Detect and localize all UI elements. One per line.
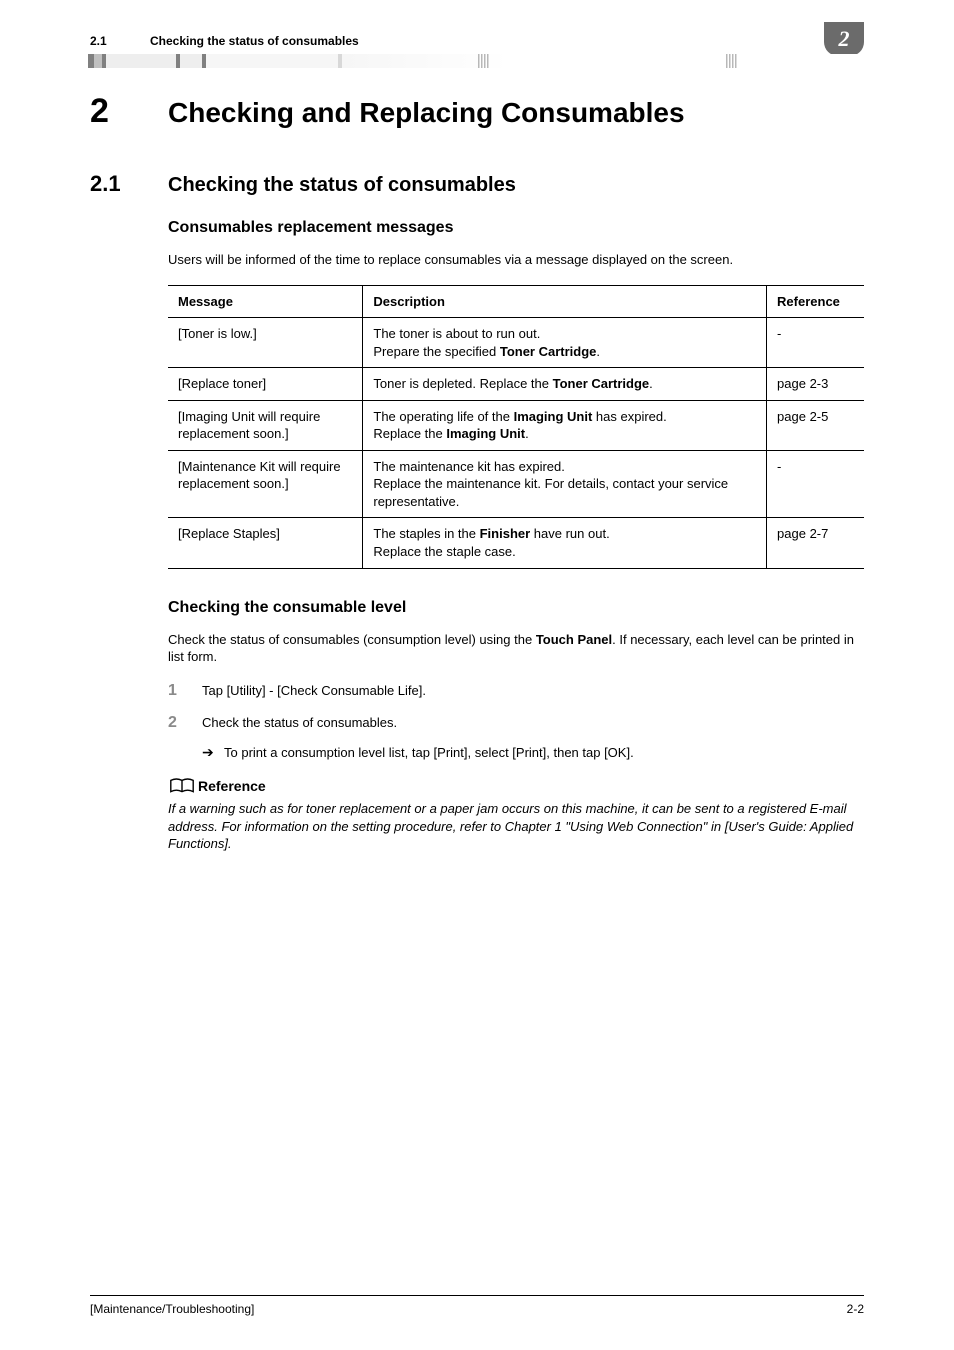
table-row: [Imaging Unit will require replacement s… <box>168 400 864 450</box>
step-substep: ➔ To print a consumption level list, tap… <box>202 744 864 762</box>
decorative-divider <box>88 54 866 68</box>
step-number: 2 <box>168 714 202 732</box>
reference-heading: Reference <box>168 776 864 796</box>
subsection-b-intro: Check the status of consumables (consump… <box>168 631 864 666</box>
running-header-title: Checking the status of consumables <box>150 34 864 48</box>
arrow-icon: ➔ <box>202 744 224 761</box>
cell-description: The maintenance kit has expired.Replace … <box>363 450 767 518</box>
footer-right: 2-2 <box>847 1302 864 1316</box>
cell-message: [Toner is low.] <box>168 318 363 368</box>
cell-reference: page 2-3 <box>767 368 864 401</box>
table-header-reference: Reference <box>767 285 864 318</box>
cell-reference: page 2-7 <box>767 518 864 568</box>
cell-description: Toner is depleted. Replace the Toner Car… <box>363 368 767 401</box>
cell-message: [Replace Staples] <box>168 518 363 568</box>
step-2: 2 Check the status of consumables. ➔ To … <box>168 714 864 762</box>
step-number: 1 <box>168 682 202 700</box>
cell-reference: page 2-5 <box>767 400 864 450</box>
chapter-number: 2 <box>90 92 168 131</box>
cell-message: [Imaging Unit will require replacement s… <box>168 400 363 450</box>
cell-reference: - <box>767 318 864 368</box>
cell-message: [Replace toner] <box>168 368 363 401</box>
cell-description: The operating life of the Imaging Unit h… <box>363 400 767 450</box>
cell-reference: - <box>767 450 864 518</box>
running-header: 2.1 Checking the status of consumables <box>90 34 864 48</box>
chapter-title: Checking and Replacing Consumables <box>168 97 685 129</box>
section-number: 2.1 <box>90 171 168 197</box>
table-header-description: Description <box>363 285 767 318</box>
cell-message: [Maintenance Kit will require replacemen… <box>168 450 363 518</box>
table-row: [Maintenance Kit will require replacemen… <box>168 450 864 518</box>
book-icon <box>168 776 196 796</box>
cell-description: The toner is about to run out.Prepare th… <box>363 318 767 368</box>
running-header-number: 2.1 <box>90 34 150 48</box>
chapter-heading: 2 Checking and Replacing Consumables <box>90 92 864 131</box>
table-header-message: Message <box>168 285 363 318</box>
table-row: [Toner is low.] The toner is about to ru… <box>168 318 864 368</box>
consumables-message-table: Message Description Reference [Toner is … <box>168 285 864 569</box>
step-text: Tap [Utility] - [Check Consumable Life]. <box>202 682 864 700</box>
reference-label: Reference <box>198 778 266 794</box>
step-1: 1 Tap [Utility] - [Check Consumable Life… <box>168 682 864 700</box>
footer-left: [Maintenance/Troubleshooting] <box>90 1302 254 1316</box>
cell-description: The staples in the Finisher have run out… <box>363 518 767 568</box>
table-row: [Replace Staples] The staples in the Fin… <box>168 518 864 568</box>
subsection-heading-a: Consumables replacement messages <box>168 219 864 237</box>
section-heading: 2.1 Checking the status of consumables <box>90 171 864 197</box>
page-footer: [Maintenance/Troubleshooting] 2-2 <box>90 1295 864 1316</box>
subsection-a-intro: Users will be informed of the time to re… <box>168 251 864 269</box>
chapter-badge: 2 <box>824 22 864 56</box>
reference-body: If a warning such as for toner replaceme… <box>168 800 864 853</box>
table-header-row: Message Description Reference <box>168 285 864 318</box>
step-text: Check the status of consumables. <box>202 714 864 732</box>
table-row: [Replace toner] Toner is depleted. Repla… <box>168 368 864 401</box>
substep-text: To print a consumption level list, tap [… <box>224 744 864 762</box>
subsection-heading-b: Checking the consumable level <box>168 599 864 617</box>
section-title: Checking the status of consumables <box>168 174 516 197</box>
